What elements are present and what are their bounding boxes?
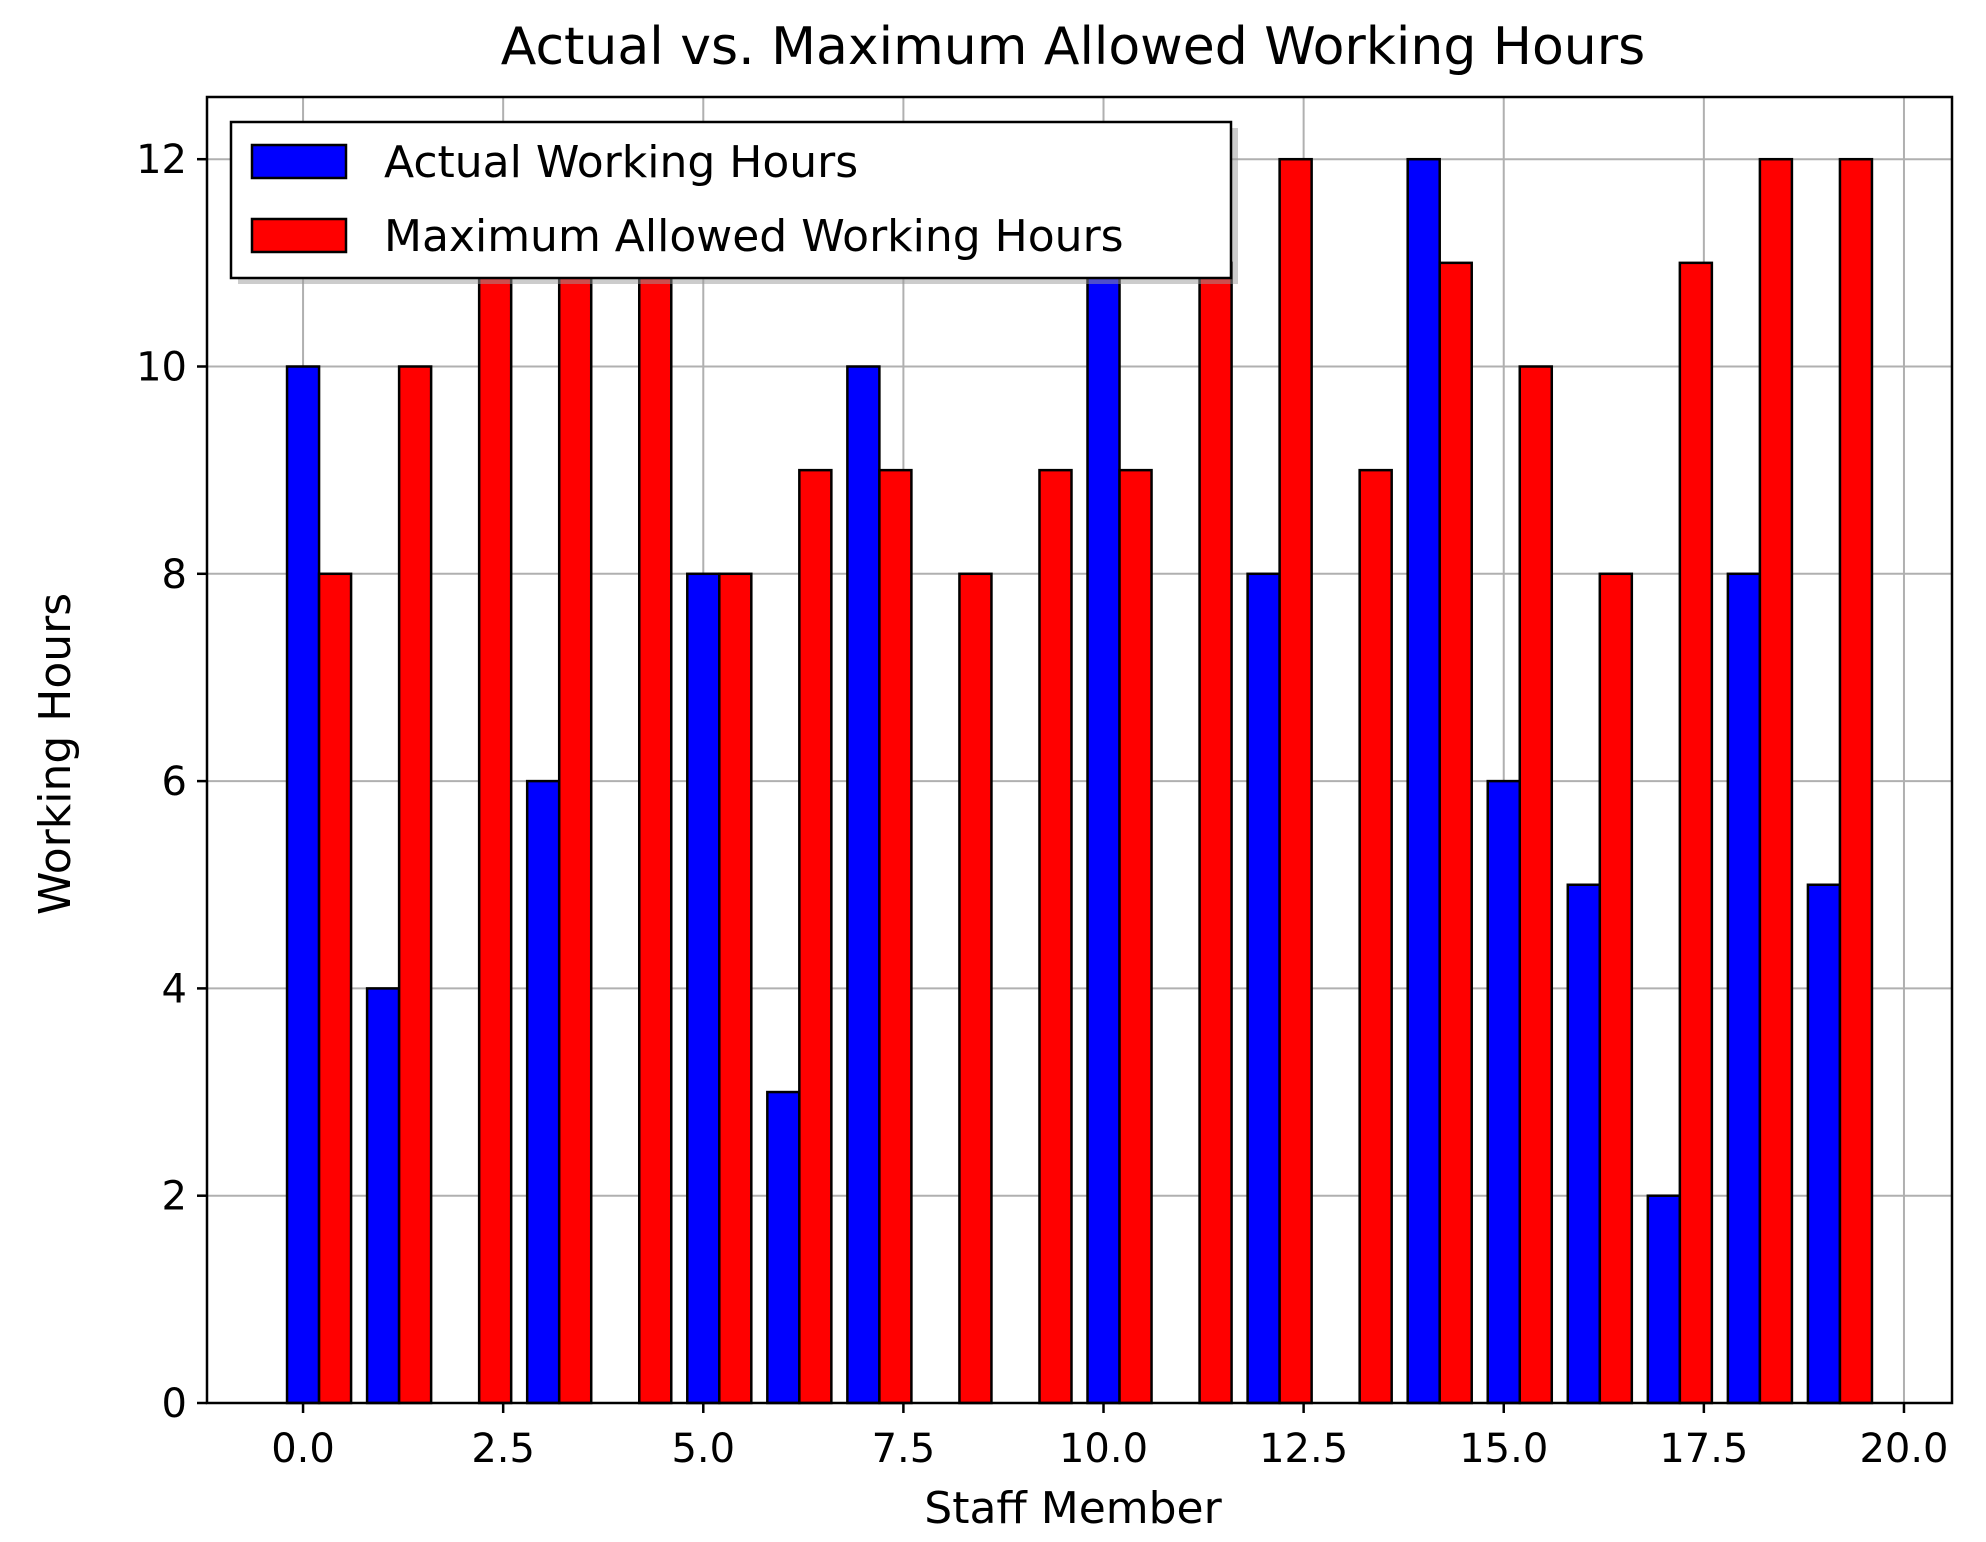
bar-actual-19 [1806,883,1842,1405]
legend-label-actual: Actual Working Hours [384,137,858,188]
bar-actual-12 [1246,572,1281,1405]
bar-actual-5 [686,572,721,1405]
x-tick-label-0: 0.0 [271,1426,335,1472]
y-tick-label-2: 4 [162,966,187,1012]
x-tick-label-7: 17.5 [1659,1426,1748,1472]
bar-actual-18 [1726,572,1762,1405]
y-axis-ticks: 0 2 4 6 8 10 12 [136,137,207,1427]
legend-label-maximum: Maximum Allowed Working Hours [384,211,1124,262]
bar-maximum-14 [1438,261,1473,1405]
bar-actual-0 [285,365,321,1405]
bar-maximum-10 [1118,468,1153,1405]
bar-actual-14 [1406,157,1441,1405]
bar-maximum-15 [1518,365,1554,1405]
bar-layer [285,157,1874,1405]
x-axis-ticks: 0.0 2.5 5.0 7.5 10.0 12.5 15.0 17.5 20.0 [271,1403,1949,1472]
x-tick-label-2: 5.0 [671,1426,735,1472]
y-tick-label-0: 0 [162,1381,187,1427]
y-tick-label-6: 12 [136,137,187,183]
bar-maximum-7 [878,468,913,1405]
bar-maximum-16 [1598,572,1634,1405]
y-tick-label-5: 10 [136,344,187,390]
bar-maximum-13 [1358,468,1393,1405]
legend: Actual Working Hours Maximum Allowed Wor… [229,120,1238,284]
bar-maximum-17 [1678,261,1714,1405]
bar-actual-17 [1646,1194,1682,1405]
bar-maximum-12 [1278,157,1313,1405]
x-axis-label: Staff Member [924,1483,1222,1534]
bar-maximum-1 [397,365,433,1405]
bar-maximum-19 [1838,157,1874,1405]
y-axis-label: Working Hours [30,593,81,915]
bar-maximum-2 [477,261,513,1405]
x-tick-label-6: 15.0 [1459,1426,1548,1472]
y-tick-label-4: 8 [162,552,187,598]
bar-actual-3 [525,779,561,1405]
x-tick-label-1: 2.5 [471,1426,535,1472]
bar-maximum-0 [317,572,353,1405]
bar-actual-1 [365,987,401,1405]
x-tick-label-3: 7.5 [872,1426,936,1472]
legend-swatch-actual [250,143,348,180]
bar-maximum-3 [557,261,593,1405]
x-tick-label-4: 10.0 [1059,1426,1148,1472]
bar-maximum-9 [1038,468,1073,1405]
bar-actual-10 [1086,261,1121,1405]
legend-swatch-maximum [250,217,348,254]
bar-maximum-6 [798,468,833,1405]
y-tick-label-1: 2 [162,1174,187,1220]
bar-actual-7 [846,365,881,1405]
chart-title: Actual vs. Maximum Allowed Working Hours [501,17,1645,77]
bar-maximum-5 [718,572,753,1405]
bar-maximum-18 [1758,157,1794,1405]
x-tick-label-8: 20.0 [1859,1426,1948,1472]
y-tick-label-3: 6 [162,759,187,805]
x-tick-label-5: 12.5 [1259,1426,1348,1472]
bar-actual-15 [1486,779,1522,1405]
bar-maximum-4 [637,261,673,1405]
legend-box [229,120,1233,280]
plot-frame [205,95,1954,1405]
bar-actual-16 [1566,883,1602,1405]
bar-maximum-8 [958,572,993,1405]
bar-actual-6 [766,1090,801,1405]
bar-maximum-11 [1198,261,1233,1405]
